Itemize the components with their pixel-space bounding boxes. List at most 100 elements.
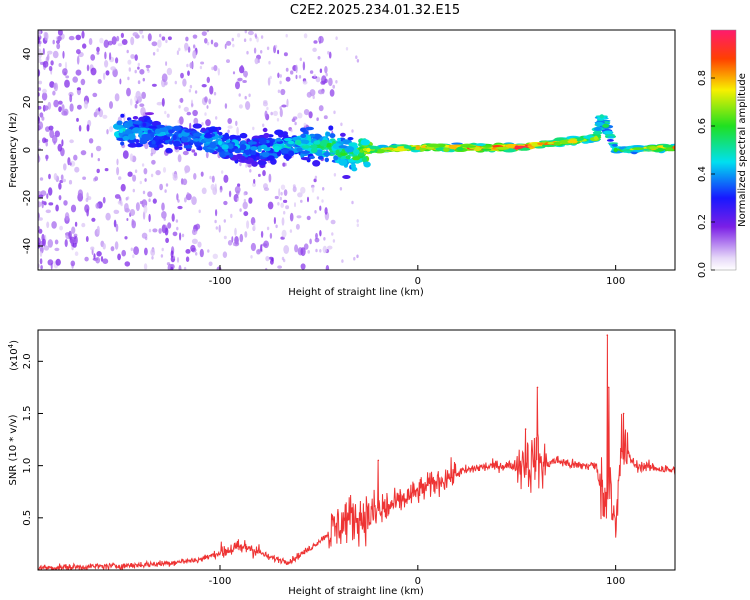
noise-speckle — [187, 46, 191, 53]
noise-speckle — [102, 258, 109, 265]
noise-speckle — [103, 39, 110, 48]
spectral-blob — [611, 143, 618, 147]
noise-speckle — [109, 126, 113, 133]
noise-speckle — [208, 98, 212, 105]
noise-speckle — [59, 225, 63, 231]
noise-speckle — [99, 37, 104, 44]
noise-speckle — [178, 116, 184, 125]
noise-speckle — [64, 61, 68, 70]
noise-speckle — [199, 65, 203, 70]
noise-speckle — [269, 232, 273, 239]
noise-speckle — [132, 32, 139, 37]
noise-speckle — [83, 100, 88, 109]
spectral-blob — [593, 127, 602, 131]
spectral-blob — [448, 144, 458, 150]
noise-speckle — [298, 75, 302, 79]
noise-speckle — [226, 59, 230, 63]
noise-speckle — [285, 33, 288, 38]
noise-speckle — [151, 41, 158, 47]
noise-speckle — [329, 89, 335, 97]
spectral-blob — [333, 155, 339, 161]
noise-speckle — [105, 70, 110, 76]
noise-speckle — [242, 201, 248, 210]
noise-speckle — [63, 163, 67, 171]
ridge-point — [257, 147, 262, 153]
noise-speckle — [231, 37, 234, 42]
noise-speckle — [69, 94, 73, 103]
spectral-blob — [209, 141, 217, 149]
noise-speckle — [214, 219, 217, 224]
spectral-blob — [240, 155, 246, 162]
noise-speckle — [161, 73, 168, 83]
spectral-blob — [262, 127, 268, 133]
noise-speckle — [201, 31, 207, 36]
noise-speckle — [273, 217, 276, 225]
noise-speckle — [209, 85, 214, 95]
x-tick-label: 100 — [606, 276, 625, 287]
noise-speckle — [249, 37, 252, 42]
noise-speckle — [130, 54, 135, 59]
noise-speckle — [185, 256, 190, 263]
noise-speckle — [54, 239, 59, 245]
noise-speckle — [327, 50, 330, 55]
spectral-blob — [601, 123, 610, 128]
spectral-blob — [127, 143, 138, 148]
noise-speckle — [316, 196, 320, 200]
noise-speckle — [40, 265, 43, 270]
noise-speckle — [102, 196, 106, 204]
noise-speckle — [97, 158, 101, 162]
noise-speckle — [206, 30, 209, 33]
noise-speckle — [72, 242, 77, 248]
noise-speckle — [247, 30, 254, 36]
noise-speckle — [65, 75, 70, 79]
noise-speckle — [210, 183, 215, 191]
noise-speckle — [256, 249, 261, 255]
spectral-blob — [255, 152, 260, 158]
chart-title: C2E2.2025.234.01.32.E15 — [289, 3, 461, 18]
noise-speckle — [303, 33, 308, 39]
noise-speckle — [104, 60, 109, 68]
noise-speckle — [95, 202, 100, 209]
snr-y-scale-prefix: (x10 — [9, 348, 20, 371]
noise-speckle — [55, 204, 59, 212]
spectral-blob — [124, 128, 133, 135]
spectral-blob — [377, 144, 389, 148]
snr-marks — [38, 334, 675, 570]
snr-frame — [37, 329, 676, 571]
noise-speckle — [239, 208, 242, 212]
ridge-point — [326, 143, 331, 148]
noise-speckle — [57, 30, 63, 36]
noise-speckle — [159, 33, 162, 38]
spectral-blob — [313, 140, 321, 145]
spectral-blob — [300, 133, 307, 138]
noise-speckle — [223, 219, 226, 223]
spectral-blob — [183, 145, 193, 149]
noise-speckle — [281, 229, 287, 238]
spectral-blob — [247, 141, 257, 145]
noise-speckle — [279, 108, 283, 118]
spectral-blob — [168, 141, 173, 145]
spectral-blob — [606, 139, 614, 142]
colorbar-tick-label: 0.8 — [697, 70, 708, 86]
spectral-blob — [312, 160, 321, 167]
noise-speckle — [163, 217, 166, 221]
spectral-blob — [662, 144, 674, 148]
noise-speckle — [284, 162, 287, 167]
noise-speckle — [42, 60, 49, 68]
noise-speckle — [90, 152, 94, 158]
noise-speckle — [185, 249, 191, 254]
noise-speckle — [52, 134, 58, 144]
noise-speckle — [38, 217, 43, 221]
noise-speckle — [75, 69, 82, 76]
noise-speckle — [204, 38, 208, 44]
snr-y-scale-exponent: 4 — [7, 343, 15, 348]
noise-speckle — [280, 191, 283, 196]
spectral-blob — [165, 147, 173, 153]
noise-speckle — [321, 90, 325, 95]
noise-speckle — [263, 187, 270, 192]
noise-speckle — [309, 70, 314, 74]
noise-speckle — [44, 138, 49, 143]
noise-speckle — [296, 215, 302, 219]
noise-speckle — [205, 151, 209, 159]
noise-speckle — [152, 228, 158, 233]
